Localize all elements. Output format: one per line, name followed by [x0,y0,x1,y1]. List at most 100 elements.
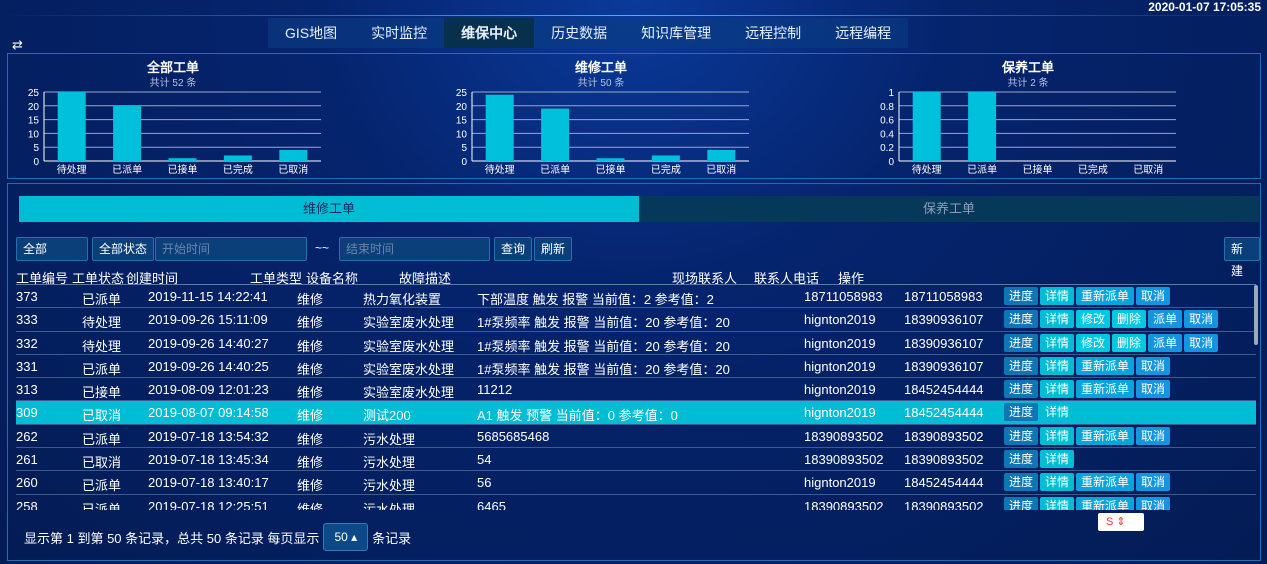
column-header[interactable]: 创建时间 [126,271,179,286]
type-select[interactable]: 全部 [16,237,88,261]
table-row[interactable]: 262 已派单 2019-07-18 13:54:32 维修 污水处理 568568546… [16,425,1256,449]
action-button[interactable]: 进度 [1004,496,1039,510]
nav-item[interactable]: 知识库管理 [641,25,712,41]
action-button[interactable]: 详情 [1040,403,1075,422]
tab-maintenance[interactable]: 保养工单 [639,196,1259,222]
table-row[interactable]: 332 待处理 2019-09-26 14:40:27 维修 实验室废水处理 1#泵频率 … [16,332,1256,355]
action-button[interactable]: 详情 [1040,380,1075,399]
swap-icon[interactable]: ⇄ [12,37,23,52]
bar[interactable] [279,149,308,161]
bar[interactable] [912,92,941,161]
nav-item[interactable]: 历史数据 [551,25,608,41]
cell-status: 已接单 [82,385,122,401]
bar[interactable] [596,158,625,161]
action-button[interactable]: 删除 [1112,310,1147,329]
nav-item[interactable]: 远程编程 [835,25,892,41]
refresh-button[interactable]: 刷新 [534,237,573,261]
tab-repair[interactable]: 维修工单 [19,196,639,222]
table-row[interactable]: 373 已派单 2019-11-15 14:22:41 维修 热力氧化装置 下部温度 触发… [16,285,1256,309]
nav-item[interactable]: 实时监控 [371,25,428,41]
action-button[interactable]: 详情 [1040,496,1075,510]
action-button[interactable]: 详情 [1040,287,1075,305]
action-button[interactable]: 取消 [1136,356,1171,375]
scrollbar[interactable] [1254,285,1258,345]
bar[interactable] [113,105,142,161]
action-button[interactable]: 重新派单 [1076,287,1135,305]
nav-item[interactable]: 远程控制 [745,25,802,41]
table-row[interactable]: 258 已派单 2019-07-18 12:25:51 维修 污水处理 6465 18390… [16,495,1256,510]
nav-item[interactable]: GIS地图 [285,25,338,41]
query-button[interactable]: 查询 [494,237,533,261]
column-header[interactable]: 故障描述 [399,271,452,286]
action-button[interactable]: 取消 [1184,333,1219,352]
column-header[interactable]: 设备名称 [306,271,359,286]
action-button[interactable]: 进度 [1004,380,1039,399]
action-button[interactable]: 派单 [1148,333,1183,352]
action-button[interactable]: 详情 [1040,310,1075,329]
action-button[interactable]: 进度 [1004,333,1039,352]
bar[interactable] [168,158,197,161]
action-button[interactable]: 取消 [1136,287,1171,305]
table-row[interactable]: 309 已取消 2019-08-07 09:14:58 维修 测试200 A1 触发 预警… [16,401,1256,425]
action-button[interactable]: 取消 [1136,496,1171,510]
start-time-input[interactable]: 开始时间 [155,237,307,261]
column-header[interactable]: 联系人电话 [754,271,820,286]
table-row[interactable]: 333 待处理 2019-09-26 15:11:09 维修 实验室废水处理 1#泵频率 … [16,308,1256,332]
action-button[interactable]: 进度 [1004,356,1039,375]
bar[interactable] [651,155,680,161]
action-button[interactable]: 详情 [1040,333,1075,352]
action-button[interactable]: 进度 [1004,403,1039,422]
bar-chart: 保养工单 共计 2 条 0 0.2 0.4 0.6 0.8 1 待处理 已派单 已接单 已完成 已取消 [863,54,1193,178]
action-button[interactable]: 重新派单 [1076,356,1135,375]
page-size-select[interactable]: 50 ▴ [323,523,369,551]
cell-status: 已取消 [82,455,122,471]
bar[interactable] [223,155,252,161]
bar[interactable] [968,92,997,161]
action-button[interactable]: 进度 [1004,426,1039,445]
new-button[interactable]: 新建 [1224,237,1260,278]
action-button[interactable]: 取消 [1136,380,1171,399]
action-button[interactable]: 进度 [1004,310,1039,329]
action-button[interactable]: 重新派单 [1076,380,1135,399]
action-button[interactable]: 删除 [1112,333,1147,352]
table-row[interactable]: 331 已派单 2019-09-26 14:40:25 维修 实验室废水处理 1#泵频率 … [16,355,1256,379]
nav-item[interactable]: 维保中心 [444,18,535,48]
action-button[interactable]: 进度 [1004,450,1039,469]
table-row[interactable]: 261 已取消 2019-07-18 13:45:34 维修 污水处理 54 1839089… [16,448,1256,472]
cell-phone: 18390936107 [904,312,984,328]
action-button[interactable]: 重新派单 [1076,426,1135,445]
column-header[interactable]: 工单编号 [16,271,69,286]
column-header[interactable]: 现场联系人 [672,271,738,286]
column-header[interactable]: 工单类型 [250,271,303,286]
cell-id: 373 [16,289,38,304]
action-button[interactable]: 进度 [1004,473,1039,492]
ime-indicator[interactable]: S ⇕ [1098,513,1144,531]
action-button[interactable]: 详情 [1040,450,1075,469]
action-button[interactable]: 详情 [1040,356,1075,375]
action-button[interactable]: 派单 [1148,310,1183,329]
bar[interactable] [707,149,736,161]
action-button[interactable]: 取消 [1184,310,1219,329]
x-tick-label: 待处理 [57,163,87,176]
action-button[interactable]: 修改 [1076,310,1111,329]
x-tick-label: 已取消 [706,163,736,176]
action-button[interactable]: 重新派单 [1076,473,1135,492]
action-button[interactable]: 重新派单 [1076,496,1135,510]
column-header[interactable]: 操作 [838,271,865,286]
action-button[interactable]: 详情 [1040,426,1075,445]
table-row[interactable]: 260 已派单 2019-07-18 13:40:17 维修 污水处理 56 hignton… [16,471,1256,495]
bar[interactable] [541,108,570,161]
action-button[interactable]: 详情 [1040,473,1075,492]
action-button[interactable]: 取消 [1136,426,1171,445]
end-time-input[interactable]: 结束时间 [339,237,490,261]
table-row[interactable]: 313 已接单 2019-08-09 12:01:23 维修 实验室废水处理 11212 h… [16,378,1256,402]
bar[interactable] [57,92,86,161]
action-button[interactable]: 修改 [1076,333,1111,352]
column-header[interactable]: 工单状态 [72,271,125,286]
action-button[interactable]: 取消 [1136,473,1171,492]
x-tick-label: 已取消 [1133,163,1163,176]
work-order-panel: 维修工单 保养工单 全部 全部状态 开始时间 ~~ 结束时间 查询 刷新 新建 … [7,183,1261,561]
bar[interactable] [485,94,514,161]
status-select[interactable]: 全部状态 [92,237,155,261]
action-button[interactable]: 进度 [1004,287,1039,305]
